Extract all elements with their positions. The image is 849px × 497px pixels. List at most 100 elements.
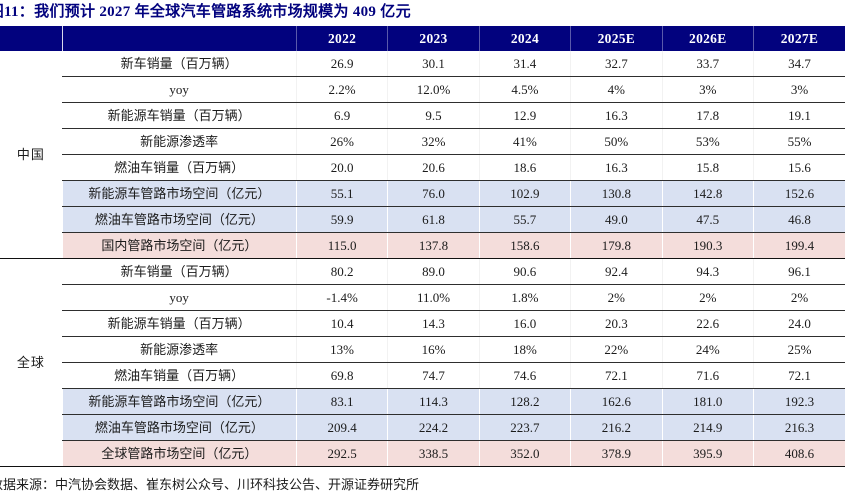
table-row: 中国 新车销量（百万辆） 26.9 30.1 31.4 32.7 33.7 34.7 — [0, 51, 845, 259]
value-cell: 20.3 — [570, 310, 663, 337]
value-cell: 10.4 — [295, 310, 388, 337]
table-row: yoy -1.4% 11.0% 1.8% 2% 2% 2% — [0, 284, 845, 311]
row-label-cell: 燃油车管路市场空间（亿元） — [61, 414, 297, 441]
value-cell: 3% — [661, 76, 754, 103]
region-column-header — [0, 26, 63, 51]
value-cell: 47.5 — [661, 206, 754, 233]
value-cell: 80.2 — [295, 258, 388, 285]
table-row: 燃油车销量（百万辆） 20.0 20.6 18.6 16.3 15.8 15.6 — [0, 154, 845, 181]
value-cell: 74.6 — [478, 362, 571, 389]
row-label-cell: 全球管路市场空间（亿元） — [61, 440, 297, 467]
table-row: 燃油车管路市场空间（亿元） 59.9 61.8 55.7 49.0 47.5 46.8 — [0, 206, 845, 233]
value-cell: 214.9 — [661, 414, 754, 441]
row-label-cell: 新能源车管路市场空间（亿元） — [61, 388, 297, 415]
value-cell: 190.3 — [661, 232, 754, 259]
value-cell: 90.6 — [478, 258, 571, 285]
value-cell: 352.0 — [478, 440, 571, 467]
value-cell: 6.9 — [295, 102, 388, 129]
source-cut-char: 数 — [0, 474, 3, 493]
value-cell: 61.8 — [387, 206, 480, 233]
value-cell: 142.8 — [661, 180, 754, 207]
table-row: 国内管路市场空间（亿元） 115.0 137.8 158.6 179.8 190.3 199… — [0, 232, 845, 259]
value-cell: 14.3 — [387, 310, 480, 337]
value-cell: 26.9 — [295, 51, 388, 77]
value-cell: 32.7 — [570, 51, 663, 77]
value-cell: 192.3 — [752, 388, 845, 415]
value-cell: 50% — [570, 128, 663, 155]
table-row: 新能源车销量（百万辆） 10.4 14.3 16.0 20.3 22.6 24.0 — [0, 310, 845, 337]
value-cell: 12.0% — [387, 76, 480, 103]
row-label-cell: 新车销量（百万辆） — [62, 258, 297, 285]
value-cell: 96.1 — [752, 258, 845, 285]
value-cell: 17.8 — [661, 102, 754, 129]
value-cell: 1.8% — [478, 284, 571, 311]
metric-column-header — [61, 26, 297, 51]
value-cell: 33.7 — [661, 51, 754, 77]
table-header: 2022 2023 2024 2025E 2026E 2027E — [0, 26, 845, 51]
value-cell: 25% — [752, 336, 845, 363]
value-cell: 69.8 — [295, 362, 388, 389]
value-cell: 18.6 — [478, 154, 571, 181]
figure-title-cut-char: 图 — [0, 2, 4, 23]
value-cell: 89.0 — [387, 258, 480, 285]
value-cell: 224.2 — [387, 414, 480, 441]
table-row: 新能源渗透率 13% 16% 18% 22% 24% 25% — [0, 336, 845, 363]
region-cell: 全球 — [0, 258, 63, 467]
value-cell: 59.9 — [295, 206, 388, 233]
value-cell: 53% — [661, 128, 754, 155]
value-cell: 41% — [478, 128, 571, 155]
value-cell: 216.3 — [752, 414, 845, 441]
value-cell: 408.6 — [752, 440, 845, 467]
value-cell: 55% — [752, 128, 845, 155]
table-row: yoy 2.2% 12.0% 4.5% 4% 3% 3% — [0, 76, 845, 103]
figure-title: 图11：我们预计 2027 年全球汽车管路系统市场规模为 409 亿元 — [0, 0, 849, 23]
value-cell: 395.9 — [661, 440, 754, 467]
value-cell: 152.6 — [752, 180, 845, 207]
value-cell: 49.0 — [570, 206, 663, 233]
value-cell: 158.6 — [478, 232, 571, 259]
value-cell: 32% — [387, 128, 480, 155]
value-cell: 4.5% — [478, 76, 571, 103]
value-cell: 20.6 — [387, 154, 480, 181]
value-cell: 216.2 — [570, 414, 663, 441]
row-label-cell: 燃油车销量（百万辆） — [62, 154, 297, 181]
value-cell: 2% — [661, 284, 754, 311]
table-row: 新能源车管路市场空间（亿元） 83.1 114.3 128.2 162.6 181.0 19… — [0, 388, 845, 415]
value-cell: 71.6 — [661, 362, 754, 389]
table-row: 新能源车管路市场空间（亿元） 55.1 76.0 102.9 130.8 142.8 152… — [0, 180, 845, 207]
value-cell: 2% — [752, 284, 845, 311]
value-cell: 11.0% — [387, 284, 480, 311]
value-cell: 4% — [570, 76, 663, 103]
table-row: 全球 新车销量（百万辆） 80.2 89.0 90.6 92.4 94.3 96.1 — [0, 258, 845, 467]
value-cell: 20.0 — [295, 154, 388, 181]
value-cell: 209.4 — [295, 414, 388, 441]
value-cell: 128.2 — [478, 388, 571, 415]
source-text: 据来源：中汽协会数据、崔东树公众号、川环科技公告、开源证券研究所 — [3, 477, 420, 492]
value-cell: 22.6 — [661, 310, 754, 337]
figure-title-text: 11：我们预计 2027 年全球汽车管路系统市场规模为 409 亿元 — [4, 4, 411, 20]
value-cell: 46.8 — [752, 206, 845, 233]
value-cell: 55.7 — [478, 206, 571, 233]
row-label-cell: 新能源车管路市场空间（亿元） — [61, 180, 297, 207]
data-source-note: 数据来源：中汽协会数据、崔东树公众号、川环科技公告、开源证券研究所 — [0, 467, 849, 493]
value-cell: 31.4 — [478, 51, 571, 77]
value-cell: 30.1 — [387, 51, 480, 77]
value-cell: 74.7 — [387, 362, 480, 389]
value-cell: 94.3 — [661, 258, 754, 285]
table-body: 中国 新车销量（百万辆） 26.9 30.1 31.4 32.7 33.7 34.7 yoy 2.… — [0, 51, 845, 467]
year-column-header: 2023 — [387, 26, 480, 51]
row-label-cell: 国内管路市场空间（亿元） — [61, 232, 297, 259]
value-cell: 102.9 — [478, 180, 571, 207]
value-cell: 137.8 — [387, 232, 480, 259]
value-cell: 16.3 — [570, 102, 663, 129]
table-row: 燃油车销量（百万辆） 69.8 74.7 74.6 72.1 71.6 72.1 — [0, 362, 845, 389]
value-cell: 179.8 — [570, 232, 663, 259]
row-label-cell: yoy — [62, 284, 297, 311]
row-label-cell: 新能源渗透率 — [62, 336, 297, 363]
value-cell: 92.4 — [570, 258, 663, 285]
year-column-header: 2022 — [295, 26, 388, 51]
value-cell: -1.4% — [295, 284, 388, 311]
value-cell: 223.7 — [478, 414, 571, 441]
year-column-header: 2026E — [661, 26, 754, 51]
